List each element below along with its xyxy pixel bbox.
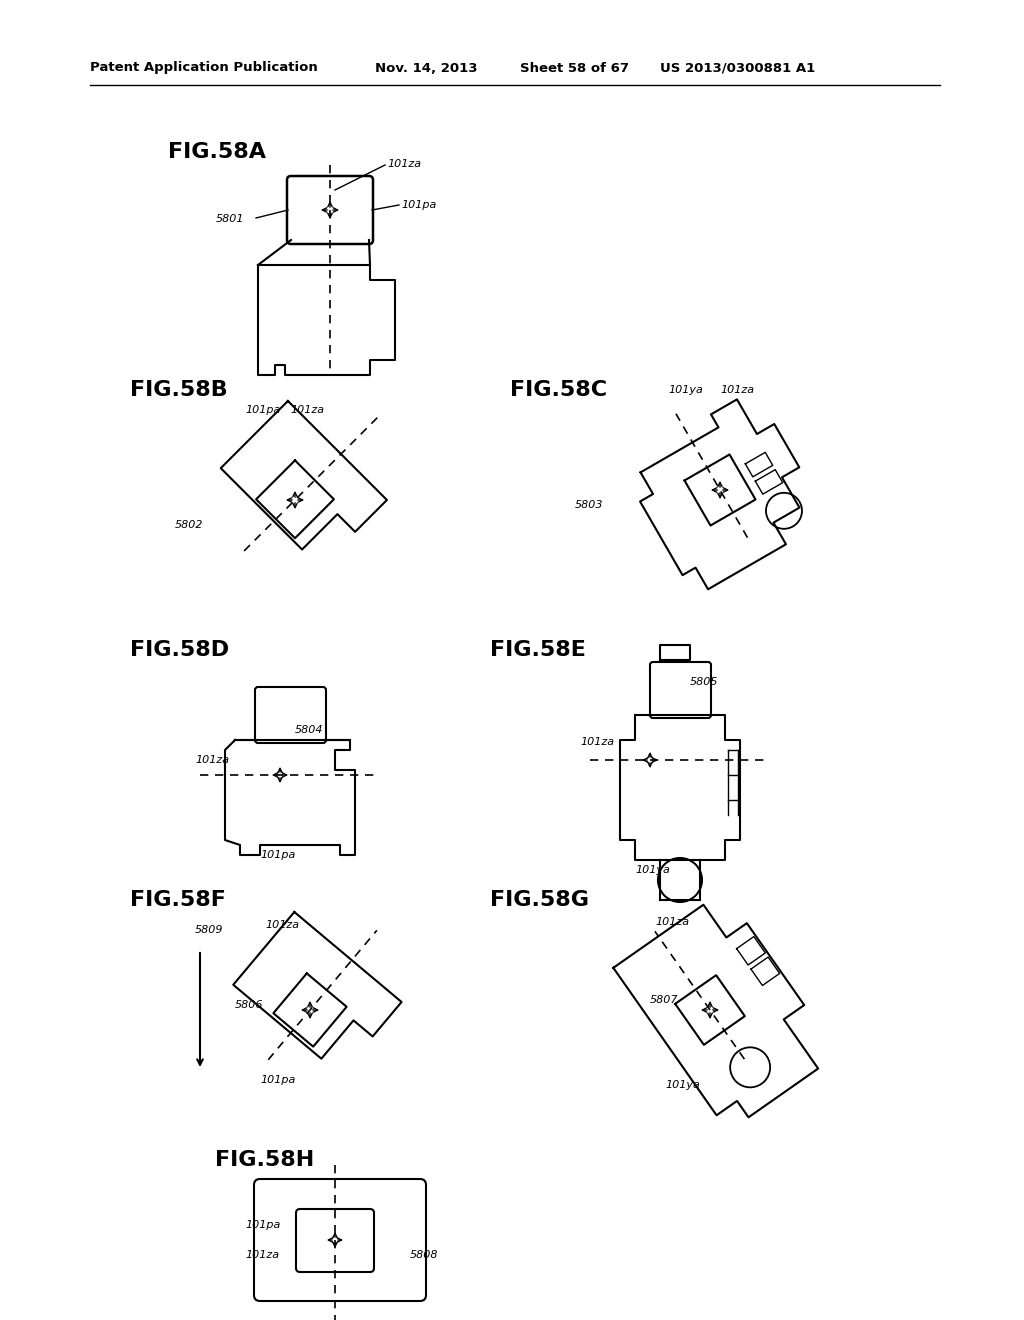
Text: 101pa: 101pa	[260, 850, 295, 861]
Text: FIG.58E: FIG.58E	[490, 640, 586, 660]
Text: FIG.58D: FIG.58D	[130, 640, 229, 660]
Text: 5805: 5805	[690, 677, 719, 686]
Text: Patent Application Publication: Patent Application Publication	[90, 62, 317, 74]
Text: 101za: 101za	[290, 405, 325, 414]
Text: 101za: 101za	[195, 755, 229, 766]
Text: FIG.58F: FIG.58F	[130, 890, 226, 909]
Text: 101pa: 101pa	[245, 1220, 281, 1230]
Text: 5803: 5803	[575, 500, 603, 510]
Text: 5807: 5807	[650, 995, 679, 1005]
Text: 101za: 101za	[245, 1250, 280, 1261]
Text: FIG.58B: FIG.58B	[130, 380, 227, 400]
Text: 5806: 5806	[234, 1001, 263, 1010]
Text: FIG.58H: FIG.58H	[215, 1150, 314, 1170]
Text: US 2013/0300881 A1: US 2013/0300881 A1	[660, 62, 815, 74]
Text: FIG.58A: FIG.58A	[168, 143, 266, 162]
Text: 101ya: 101ya	[668, 385, 702, 395]
Text: Sheet 58 of 67: Sheet 58 of 67	[520, 62, 629, 74]
Text: Nov. 14, 2013: Nov. 14, 2013	[375, 62, 477, 74]
Text: 5804: 5804	[295, 725, 324, 735]
Text: 101ya: 101ya	[665, 1080, 699, 1090]
Text: 101za: 101za	[655, 917, 689, 927]
Text: 101za: 101za	[720, 385, 754, 395]
FancyBboxPatch shape	[255, 686, 326, 743]
Text: 5801: 5801	[216, 214, 245, 224]
FancyBboxPatch shape	[650, 663, 711, 718]
Text: 101za: 101za	[265, 920, 299, 931]
Text: 5802: 5802	[175, 520, 204, 531]
Text: 101za: 101za	[387, 158, 421, 169]
Text: FIG.58G: FIG.58G	[490, 890, 589, 909]
Text: 101ya: 101ya	[635, 865, 670, 875]
Text: 101pa: 101pa	[245, 405, 281, 414]
Text: 101pa: 101pa	[401, 201, 436, 210]
Text: 101pa: 101pa	[260, 1074, 295, 1085]
FancyBboxPatch shape	[254, 1179, 426, 1302]
Text: 5808: 5808	[410, 1250, 438, 1261]
Text: FIG.58C: FIG.58C	[510, 380, 607, 400]
FancyBboxPatch shape	[287, 176, 373, 244]
Text: 5809: 5809	[195, 925, 223, 935]
FancyBboxPatch shape	[296, 1209, 374, 1272]
Text: 101za: 101za	[580, 737, 614, 747]
